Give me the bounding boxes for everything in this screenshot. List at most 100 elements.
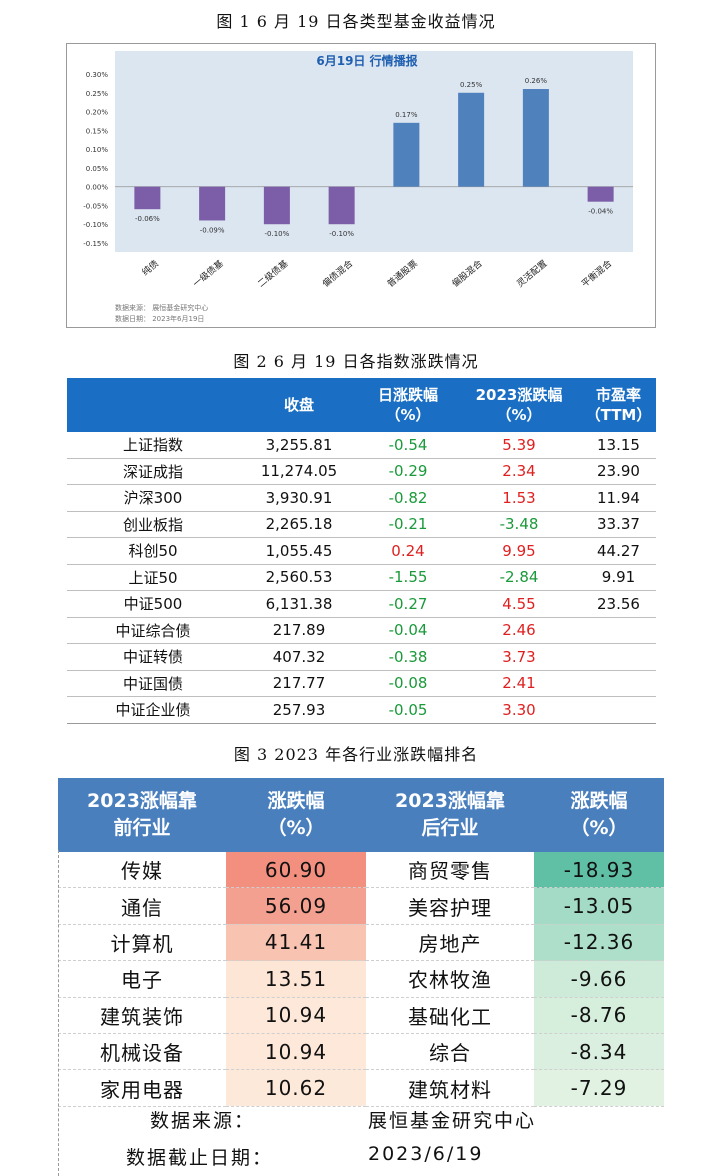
table-row: 通信 56.09 美容护理 -13.05 [58,887,664,925]
chart-source: 数据来源： 展恒基金研究中心 [115,303,208,312]
date-label: 数据截止日期： [126,1147,274,1169]
index-daily-change: -0.08 [359,670,457,697]
bar [393,122,420,187]
index-name: 上证50 [67,564,239,591]
y-tick-label: -0.05% [83,202,108,210]
index-ytd-change: -3.48 [457,511,581,538]
index-daily-change: 0.24 [359,537,457,565]
index-ytd-change: 9.95 [457,537,581,565]
top-industry-name: 电子 [58,960,226,998]
index-close: 217.89 [239,617,359,644]
fund-returns-bar-chart: 6月19日 行情播报 0.30% 0.25% 0.20% 0.15% 0.10% 0.05%… [83,51,633,323]
index-pe: 13.15 [581,432,656,459]
header-close: 收盘 [239,378,359,432]
category-label: 二级债基 [255,257,290,289]
y-tick-label: 0.15% [86,127,109,135]
index-pe [581,696,656,724]
index-daily-change: -0.29 [359,458,457,485]
bar [587,186,614,202]
figure-3-caption: 图 3 2023 年各行业涨跌幅排名 [233,745,479,764]
table-row: 电子 13.51 农林牧渔 -9.66 [58,960,664,998]
index-daily-change: -0.27 [359,590,457,618]
top-industry-change: 41.41 [226,924,366,962]
y-tick-label: 0.25% [86,90,109,98]
index-close: 257.93 [239,696,359,724]
index-daily-change: -0.82 [359,484,457,512]
index-daily-change: -0.21 [359,511,457,538]
index-close: 407.32 [239,643,359,671]
bottom-industry-change: -8.34 [534,1033,664,1071]
top-industry-change: 10.94 [226,1033,366,1071]
table-row: 计算机 41.41 房地产 -12.36 [58,924,664,962]
category-label: 纯债 [139,257,161,278]
index-daily-change: -0.38 [359,643,457,671]
index-close: 217.77 [239,670,359,697]
index-name: 上证指数 [67,432,239,459]
table-row: 中证企业债 257.93 -0.05 3.30 [67,696,656,724]
category-label: 普通股票 [385,257,420,289]
index-name: 中证转债 [67,643,239,671]
index-ytd-change: 1.53 [457,484,581,512]
bottom-industry-change: -13.05 [534,887,664,925]
table-row: 创业板指 2,265.18 -0.21 -3.48 33.37 [67,511,656,538]
category-label: 偏债混合 [320,257,355,289]
category-label: 偏股混合 [449,257,484,289]
header-top-industry: 2023涨幅靠 前行业 [58,778,226,852]
index-daily-change: -0.05 [359,696,457,724]
index-close: 2,560.53 [239,564,359,591]
index-close: 2,265.18 [239,511,359,538]
y-tick-label: 0.00% [86,184,109,192]
bottom-industry-name: 美容护理 [366,887,534,925]
table-row: 上证50 2,560.53 -1.55 -2.84 9.91 [67,564,656,591]
index-close: 1,055.45 [239,537,359,565]
index-ytd-change: 3.30 [457,696,581,724]
top-industry-change: 60.90 [226,852,366,889]
table-row: 中证转债 407.32 -0.38 3.73 [67,643,656,671]
bottom-industry-change: -7.29 [534,1069,664,1107]
index-daily-change: -1.55 [359,564,457,591]
header-bottom-industry: 2023涨幅靠 后行业 [366,778,534,852]
table-row: 科创50 1,055.45 0.24 9.95 44.27 [67,537,656,565]
left-dashed-border [58,850,59,1176]
table-row: 家用电器 10.62 建筑材料 -7.29 [58,1069,664,1107]
index-ytd-change: -2.84 [457,564,581,591]
index-name: 沪深300 [67,484,239,512]
index-performance-table: 收盘 日涨跌幅 （%） 2023涨跌幅 （%） 市盈率 （TTM） 上证指数 3,255… [67,378,656,724]
header-pe: 市盈率 （TTM） [581,378,656,432]
table-row: 沪深300 3,930.91 -0.82 1.53 11.94 [67,484,656,512]
index-close: 3,930.91 [239,484,359,512]
bottom-industry-name: 基础化工 [366,997,534,1034]
header-ytd: 2023涨跌幅 （%） [457,378,581,432]
y-tick-label: 0.05% [86,165,109,173]
industry-ranking-table: 2023涨幅靠 前行业 涨跌幅 （%） 2023涨幅靠 后行业 涨跌幅 （%） 传媒 60… [58,778,664,1107]
table-row: 中证综合债 217.89 -0.04 2.46 [67,617,656,644]
bottom-industry-name: 建筑材料 [366,1069,534,1107]
index-pe: 11.94 [581,484,656,512]
top-industry-change: 56.09 [226,887,366,925]
category-label: 一级债基 [190,257,225,289]
index-name: 中证企业债 [67,696,239,724]
index-pe: 9.91 [581,564,656,591]
index-close: 11,274.05 [239,458,359,485]
figure-1-caption: 图 1 6 月 19 日各类型基金收益情况 [216,12,496,31]
y-tick-label: 0.30% [86,71,109,79]
index-daily-change: -0.54 [359,432,457,459]
source-label: 数据来源： [150,1110,256,1132]
table-row: 建筑装饰 10.94 基础化工 -8.76 [58,997,664,1034]
data-label: -0.10% [329,230,354,238]
industry-table-container: 2023涨幅靠 前行业 涨跌幅 （%） 2023涨幅靠 后行业 涨跌幅 （%） 传媒 60… [58,778,664,1107]
header-top-change: 涨跌幅 （%） [226,778,366,852]
index-name: 中证综合债 [67,617,239,644]
index-daily-change: -0.04 [359,617,457,644]
index-table-header: 收盘 日涨跌幅 （%） 2023涨跌幅 （%） 市盈率 （TTM） [67,378,656,432]
figure-2-caption: 图 2 6 月 19 日各指数涨跌情况 [233,352,479,371]
y-tick-label: 0.10% [86,146,109,154]
top-industry-name: 计算机 [58,924,226,962]
data-label: 0.17% [395,111,418,119]
category-label: 灵活配置 [514,257,549,289]
top-industry-name: 通信 [58,887,226,925]
index-pe: 33.37 [581,511,656,538]
top-industry-change: 13.51 [226,960,366,998]
bottom-industry-change: -18.93 [534,852,664,889]
table-row: 中证500 6,131.38 -0.27 4.55 23.56 [67,590,656,618]
